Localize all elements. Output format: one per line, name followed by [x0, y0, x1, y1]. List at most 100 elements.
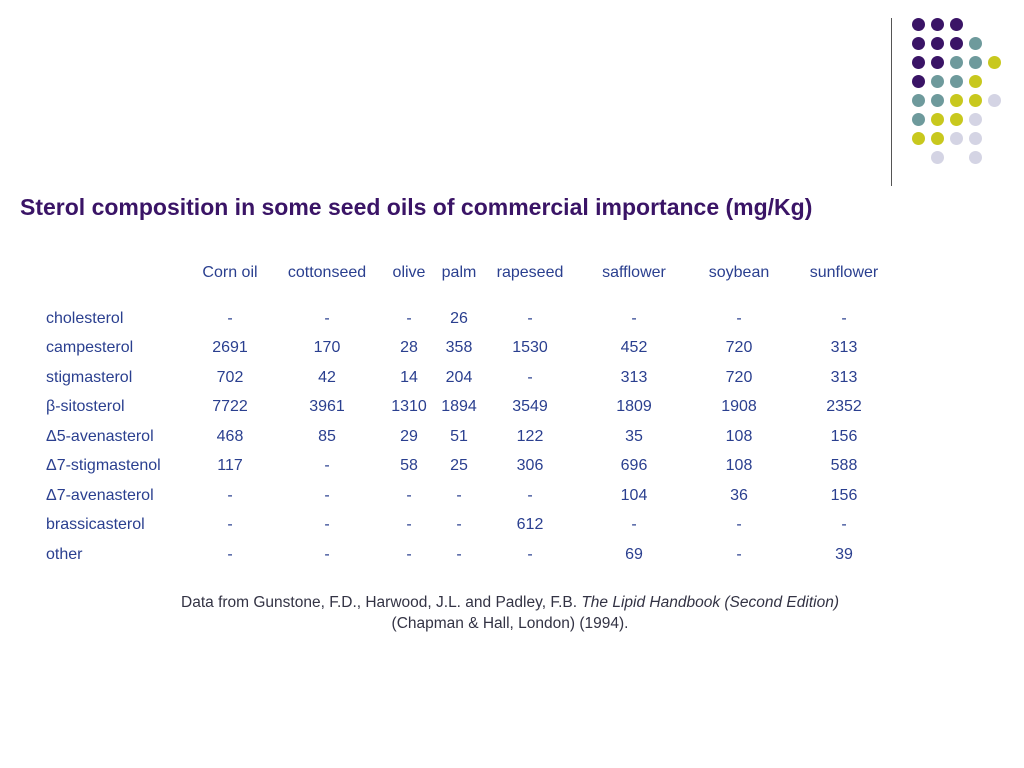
table-cell: 358 [445, 339, 473, 357]
table-cell: 58 [400, 457, 418, 475]
table-cell: 108 [725, 427, 753, 445]
decorative-dot [988, 56, 1001, 69]
decorative-dot [912, 132, 925, 145]
table-cell: - [406, 486, 412, 504]
column-header: palm [441, 264, 477, 281]
column-header: olive [392, 264, 426, 281]
table-cell: - [736, 516, 742, 534]
decorative-dot [931, 37, 944, 50]
table-row: campesterol 2691 170 28 358 1530 452 720 313 [38, 334, 900, 364]
table-cell: 122 [516, 427, 544, 445]
table-cell: - [324, 309, 330, 327]
header-corner [38, 256, 188, 290]
table-cell: 26 [450, 309, 468, 327]
table-cell: 35 [625, 427, 643, 445]
table-cell: - [631, 516, 637, 534]
column-header: sunflower [809, 264, 879, 281]
decorative-dot [950, 75, 963, 88]
decorative-dot [950, 132, 963, 145]
slide-title: Sterol composition in some seed oils of … [20, 194, 813, 220]
table-cell: 1894 [441, 398, 477, 416]
table-cell: 39 [835, 545, 853, 563]
table-row: Δ5-avenasterol 468 85 29 51 122 35 108 156 [38, 422, 900, 452]
row-label: other [46, 545, 83, 563]
decorative-dot [969, 94, 982, 107]
caption-prefix: Data from Gunstone, F.D., Harwood, J.L. … [181, 594, 582, 611]
table-cell: 313 [620, 368, 648, 386]
decorative-dot [931, 113, 944, 126]
row-label: Δ7-stigmastenol [46, 457, 161, 475]
table-cell: - [527, 545, 533, 563]
decorative-dot [969, 113, 982, 126]
decorative-dot [950, 56, 963, 69]
table-row: stigmasterol 702 42 14 204 - 313 720 313 [38, 363, 900, 393]
table-cell: 25 [450, 457, 468, 475]
table-cell: - [527, 368, 533, 386]
decorative-dot [931, 151, 944, 164]
table-cell: 313 [830, 339, 858, 357]
table-cell: - [841, 309, 847, 327]
decorative-dot [969, 56, 982, 69]
table-cell: - [631, 309, 637, 327]
source-caption: Data from Gunstone, F.D., Harwood, J.L. … [0, 592, 1020, 634]
table-cell: 85 [318, 427, 336, 445]
table-cell: 1908 [721, 398, 757, 416]
caption-publisher: (Chapman & Hall, London) (1994). [391, 615, 629, 632]
table-cell: 28 [400, 339, 418, 357]
table-cell: 14 [400, 368, 418, 386]
column-header: safflower [602, 264, 666, 281]
decorative-dot [950, 113, 963, 126]
table-row: cholesterol - - - 26 - - - - [38, 290, 900, 334]
table-cell: 588 [830, 457, 858, 475]
row-label: Δ7-avenasterol [46, 486, 154, 504]
table-row: β-sitosterol 7722 3961 1310 1894 3549 1809 1908… [38, 393, 900, 423]
decorative-dot [969, 37, 982, 50]
table-cell: - [324, 457, 330, 475]
table-cell: - [406, 516, 412, 534]
table-cell: 1310 [391, 398, 427, 416]
decorative-dot [969, 75, 982, 88]
decorative-dot [931, 75, 944, 88]
table-cell: - [227, 516, 233, 534]
column-header: soybean [708, 264, 770, 281]
table-row: Δ7-stigmastenol 117 - 58 25 306 696 108 588 [38, 452, 900, 482]
decorative-dot [931, 18, 944, 31]
decorative-dot [931, 132, 944, 145]
table-cell: 452 [620, 339, 648, 357]
table-cell: 612 [516, 516, 544, 534]
decorative-dot-grid [900, 10, 1020, 170]
table-cell: 720 [725, 339, 753, 357]
decorative-dot [988, 94, 1001, 107]
table-cell: 29 [400, 427, 418, 445]
table-cell: - [324, 486, 330, 504]
table-cell: - [527, 486, 533, 504]
decorative-dot [931, 94, 944, 107]
column-header: Corn oil [202, 264, 258, 281]
table-header-row: Corn oil cottonseed olive palm rapeseed saffl… [38, 256, 900, 290]
decorative-dot [950, 37, 963, 50]
row-label: cholesterol [46, 309, 124, 327]
table-body: cholesterol - - - 26 - - - - campesterol 2691 170 28… [38, 290, 900, 570]
table-cell: 3961 [309, 398, 345, 416]
table-cell: 117 [217, 457, 243, 475]
table-cell: 69 [625, 545, 643, 563]
caption-book-title: The Lipid Handbook (Second Edition) [581, 594, 839, 611]
table-cell: 42 [318, 368, 336, 386]
table-cell: 204 [445, 368, 473, 386]
row-label: Δ5-avenasterol [46, 427, 154, 445]
row-label: stigmasterol [46, 368, 133, 386]
table-cell: 3549 [512, 398, 548, 416]
decorative-dot [950, 94, 963, 107]
table-cell: 36 [730, 486, 748, 504]
table-cell: 156 [830, 486, 858, 504]
table-cell: 2691 [212, 339, 248, 357]
table-cell: 1809 [616, 398, 652, 416]
table-row: Δ7-avenasterol - - - - - 104 36 156 [38, 481, 900, 511]
table-cell: 696 [620, 457, 648, 475]
table-cell: 313 [830, 368, 858, 386]
table-cell: - [227, 309, 233, 327]
row-label: β-sitosterol [46, 398, 125, 416]
decorative-dot [969, 151, 982, 164]
table-cell: 468 [216, 427, 244, 445]
table-cell: 170 [313, 339, 341, 357]
